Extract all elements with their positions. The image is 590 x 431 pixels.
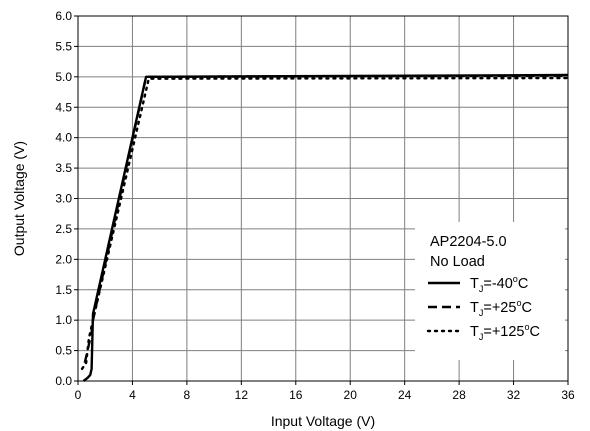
x-tick-label: 32 <box>507 388 521 402</box>
series-lines <box>80 73 570 382</box>
y-tick-label: 5.5 <box>55 39 72 53</box>
axis-ticks: 0 4 8 12 16 20 24 28 32 36 0.0 0.5 1.0 1.5 2.0 2.5 3.0 3.… <box>55 9 575 402</box>
series-line-solid <box>82 73 569 382</box>
y-tick-label: 1.0 <box>55 313 72 327</box>
y-tick-label: 0.5 <box>55 344 72 358</box>
y-axis-title: Output Voltage (V) <box>11 141 27 256</box>
y-tick-label: 2.5 <box>55 222 72 236</box>
x-axis-title: Input Voltage (V) <box>271 413 375 429</box>
series-line-dashed <box>83 74 569 364</box>
legend-background <box>415 222 565 360</box>
y-tick-label: 4.0 <box>55 131 72 145</box>
series-line-dotted <box>80 76 570 371</box>
legend: AP2204-5.0 No Load TJ=-40oC TJ=+25oC TJ=+125… <box>415 222 565 360</box>
y-tick-label: 3.0 <box>55 192 72 206</box>
legend-entry-label: TJ=-40oC <box>470 274 528 294</box>
legend-entry-label: TJ=+25oC <box>470 298 532 318</box>
y-tick-label: 3.5 <box>55 161 72 175</box>
y-tick-label: 6.0 <box>55 9 72 23</box>
legend-entry-label: TJ=+125oC <box>470 322 540 342</box>
legend-header-line: AP2204-5.0 <box>430 234 507 250</box>
y-tick-label: 5.0 <box>55 70 72 84</box>
x-tick-label: 4 <box>129 388 136 402</box>
x-tick-label: 12 <box>235 388 249 402</box>
y-tick-label: 1.5 <box>55 283 72 297</box>
legend-header-line: No Load <box>430 254 485 270</box>
y-tick-label: 4.5 <box>55 100 72 114</box>
x-tick-label: 24 <box>398 388 412 402</box>
x-tick-label: 0 <box>75 388 82 402</box>
y-tick-label: 0.0 <box>55 374 72 388</box>
x-tick-label: 16 <box>289 388 303 402</box>
x-tick-label: 20 <box>344 388 358 402</box>
x-tick-label: 8 <box>184 388 191 402</box>
x-tick-label: 36 <box>561 388 575 402</box>
x-tick-label: 28 <box>452 388 466 402</box>
y-tick-label: 2.0 <box>55 252 72 266</box>
